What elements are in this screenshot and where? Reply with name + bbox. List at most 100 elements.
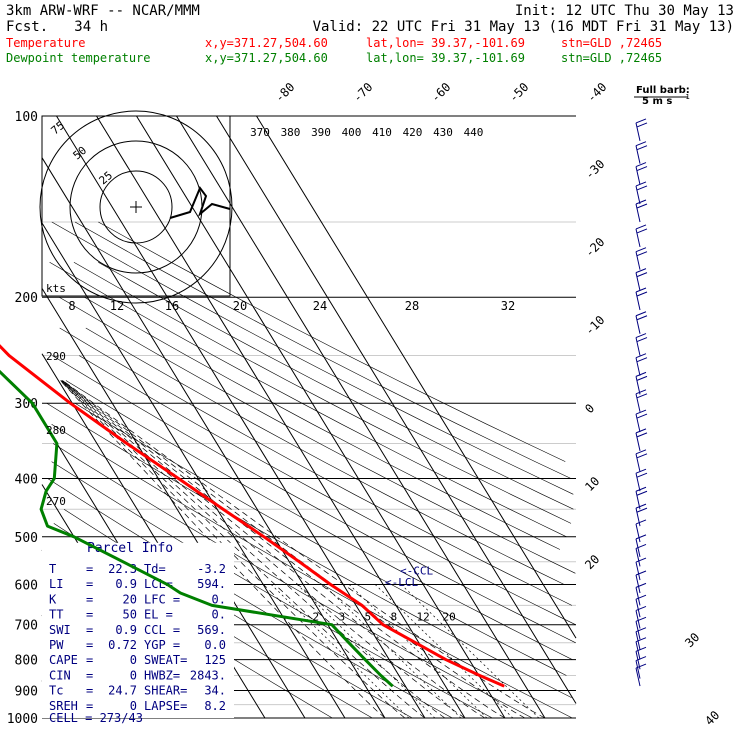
fcst-label: Fcst. [6,19,48,35]
dry-adiabat-290 [51,461,493,719]
parcel-ygp-label: YGP = [144,638,180,652]
dewpoint-point-500 [73,536,75,538]
mixing-ratio-line-3 [296,584,436,719]
wind-barb-feather [635,371,647,377]
parcel-ccl-label: CCL = [144,623,180,637]
temperature-point-600 [329,583,331,585]
parcel-t-value: 22.3 [108,562,137,576]
wind-barb-feather [636,291,648,297]
wind-barb-staff [635,561,641,581]
wind-barb-feather [635,311,647,317]
parcel-info-bg [42,542,234,718]
wind-barb-staff [635,203,641,223]
wind-barb-staff [635,376,641,395]
barb-legend-unit: 5 m s [642,96,672,107]
wind-barb-feather [636,122,648,128]
wind-barb-feather [636,375,648,381]
parcel-ygp-value: 0.0 [204,638,226,652]
wind-barb-feather [635,557,647,563]
wind-barb-feather [635,333,647,339]
wind-barb-staff [635,122,641,142]
theta-label-380: 380 [281,126,301,139]
temperature-point-250 [8,355,10,357]
theta-label-410: 410 [372,126,392,139]
parcel-k-value: 20 [123,592,137,606]
dewpoint-point-420 [45,490,47,492]
wind-barb-staff [635,413,641,433]
wind-barb-feather [635,503,647,509]
wind-barb-staff [635,610,641,629]
hodograph-axis-label-28: 28 [405,299,419,313]
wind-barb-560 [635,543,647,567]
temperature-point-800 [445,659,447,661]
dewpoint-point-350 [56,443,58,445]
barb-legend-title: Full barb: [636,85,690,96]
pressure-label-500: 500 [15,531,38,546]
wind-barb-510 [635,519,647,543]
dry-adiabat-450 [74,221,571,479]
parcel-hwbz-value: 2843. [190,668,226,682]
ccl-marker: <-CCL [400,565,433,578]
dry-adiabat-370 [59,327,572,606]
wind-barb-feather [636,145,648,151]
parcel-pw-value: 0.72 [108,638,137,652]
parcel-tc-value: 24.7 [108,684,137,698]
hodograph-axis-label-24: 24 [313,299,327,313]
pressure-label-900: 900 [15,684,38,699]
wind-barb-feather [636,166,648,172]
wind-barb-310 [635,389,648,412]
wind-barb-140 [635,181,648,205]
dewpoint-point-620 [179,592,181,594]
wind-barb-feather [635,627,647,633]
wind-barb-195 [635,268,648,291]
parcel-lfc-label: LFC = [144,592,180,606]
parcel-sreh-eq: = [86,699,93,713]
wind-barb-feather [635,118,647,124]
legend-temperature-stn: stn=GLD ,72465 [561,36,662,50]
legend-dewpoint-name: Dewpoint temperature [6,51,151,65]
parcel-el-label: EL = [144,608,173,622]
dry-adiabat-460 [98,221,566,462]
dewpoint-point-560 [131,565,133,567]
theta-e-label-290: 290 [46,350,66,363]
parcel-k-label: K [49,592,57,606]
dewpoint-point-700 [331,624,333,626]
hodograph-frame [41,115,231,297]
wind-barb-feather [636,272,648,278]
wind-barb-230 [635,311,648,334]
wind-barb-feather [636,228,648,234]
pressure-label-600: 600 [15,578,38,593]
dry-adiabat-410 [49,262,567,538]
dry-adiabat-380 [85,327,565,585]
mixing-ratio-line-20 [400,584,540,719]
wind-barb-feather [635,656,647,662]
parcel-hwbz-label: HWBZ= [144,668,180,682]
wind-barb-feather [635,646,647,652]
wind-barb-staff [635,357,641,376]
moist-adiabat-25 [62,380,526,719]
wind-barb-feather [635,389,647,395]
isotherm-10 [96,115,466,719]
wind-barb-feather [635,486,647,492]
parcel-cape-label: CAPE [49,653,78,667]
theta-label-420: 420 [403,126,423,139]
wind-barb-staff [635,523,641,543]
parcel-t-label: T [49,562,56,576]
isotherm-40 [216,115,577,704]
temperature-point-650 [361,604,363,606]
parcel-tc-eq: = [86,684,93,698]
wind-barb-feather [635,449,647,455]
parcel-tt-eq: = [86,608,93,622]
dry-adiabat-440 [51,221,574,495]
legend-temperature-xy: x,y=371.27,504.60 [205,36,328,50]
wind-barb-210 [635,287,648,311]
mixing-ratio-label-8: 8 [390,611,397,624]
parcel-cape-value: 0 [130,653,137,667]
wind-barb-feather [635,162,647,168]
wind-barb-feather [635,181,647,187]
legend-dewpoint-latlon: lat,lon= 39.37,-101.69 [366,51,525,65]
parcel-shear-label: SHEAR= [144,684,187,698]
theta-label-390: 390 [311,126,331,139]
wind-barb-staff [635,621,641,640]
wind-barb-staff [635,393,641,412]
